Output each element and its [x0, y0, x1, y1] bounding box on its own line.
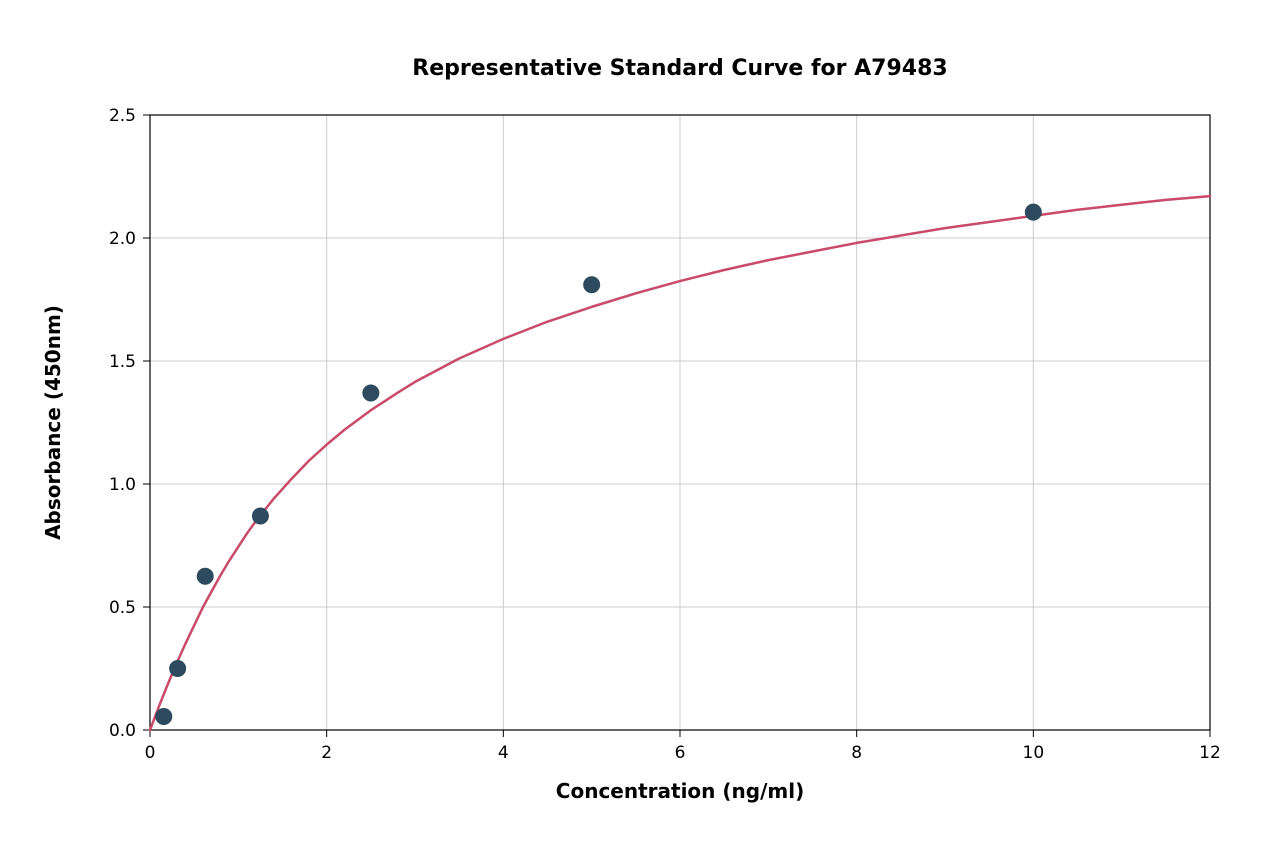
xtick-label: 10	[1023, 743, 1045, 763]
ytick-label: 2.5	[109, 106, 136, 126]
xtick-label: 12	[1199, 743, 1221, 763]
chart-svg: 0 2 4 6 8 10 12 0.0 0.5 1.0 1.5 2.0 2.5 Representativ…	[0, 0, 1280, 845]
ytick-label: 1.5	[109, 352, 136, 372]
xtick-label: 6	[675, 743, 686, 763]
data-point	[363, 385, 379, 401]
xtick-label: 8	[851, 743, 862, 763]
ytick-label: 2.0	[109, 229, 136, 249]
y-axis-label: Absorbance (450nm)	[41, 305, 65, 540]
x-axis-label: Concentration (ng/ml)	[556, 779, 804, 803]
xtick-label: 0	[145, 743, 156, 763]
data-point	[584, 277, 600, 293]
data-point	[197, 568, 213, 584]
xtick-label: 4	[498, 743, 509, 763]
data-point	[170, 661, 186, 677]
ytick-label: 0.5	[109, 598, 136, 618]
xtick-label: 2	[321, 743, 332, 763]
data-point	[252, 508, 268, 524]
data-point	[1025, 204, 1041, 220]
chart-title: Representative Standard Curve for A79483	[412, 56, 947, 81]
data-point	[156, 708, 172, 724]
ytick-label: 1.0	[109, 475, 136, 495]
ytick-label: 0.0	[109, 721, 136, 741]
chart-container: 0 2 4 6 8 10 12 0.0 0.5 1.0 1.5 2.0 2.5 Representativ…	[0, 0, 1280, 845]
